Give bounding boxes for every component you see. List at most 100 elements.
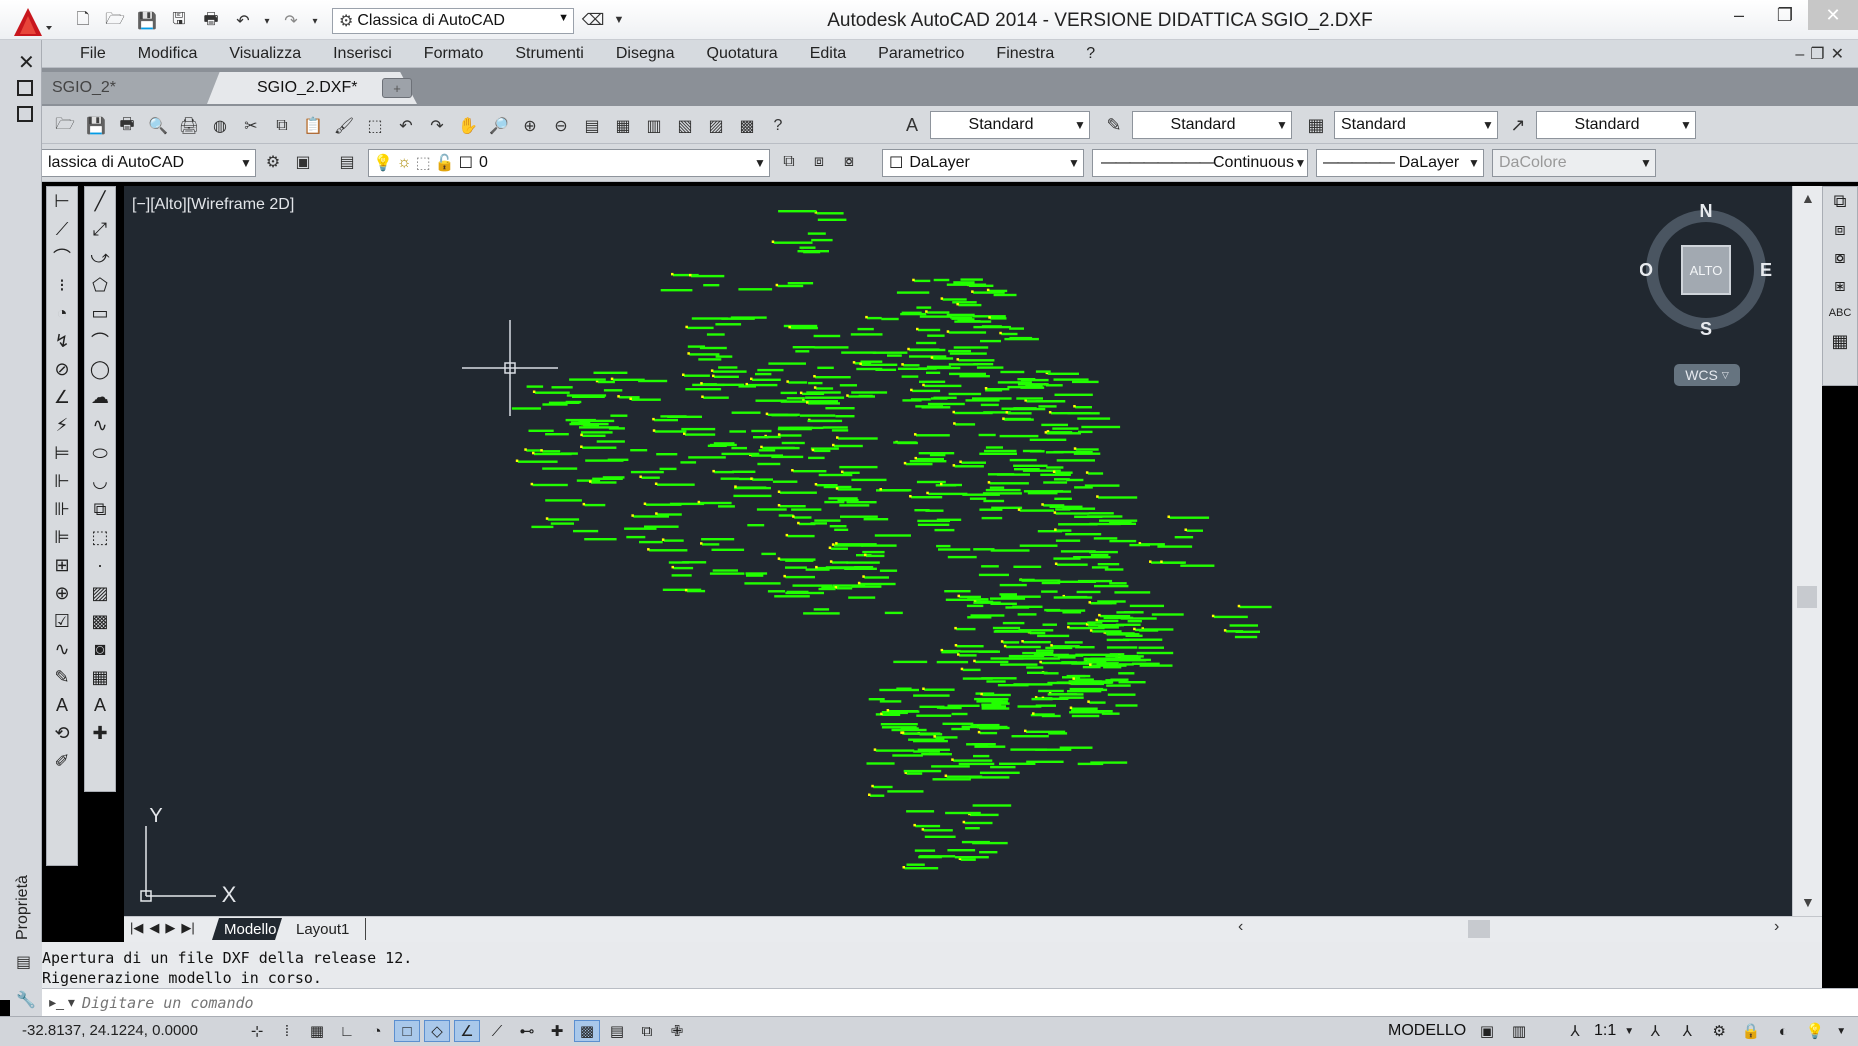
palette-close-icon[interactable]: ✕ <box>18 52 35 74</box>
vertical-scrollbar[interactable]: ▲ ▼ <box>1792 186 1822 916</box>
menu-finestra[interactable]: Finestra <box>996 44 1055 62</box>
dim-edit-icon[interactable]: ✎ <box>54 666 70 687</box>
quick-view-layouts-icon[interactable]: ▣ <box>1479 1023 1495 1040</box>
block-editor-icon[interactable]: ⬚ <box>367 118 383 135</box>
mleader-style-dropdown[interactable]: Standard ▼ <box>1536 111 1696 139</box>
open-file-icon[interactable]: 🗁 <box>105 10 125 28</box>
spline-icon[interactable]: ∿ <box>92 414 108 435</box>
table-style-dropdown[interactable]: Standard ▼ <box>1334 111 1498 139</box>
last-layout-icon[interactable]: ▶| <box>181 920 195 935</box>
make-current-layer-icon[interactable]: ⧉ <box>783 153 795 170</box>
dynamic-input-icon[interactable]: ⊷ <box>519 1023 535 1040</box>
hardware-acceleration-icon[interactable]: ◐ <box>1778 1022 1788 1040</box>
color-dropdown[interactable]: ☐ DaLayer ▼ <box>882 149 1084 177</box>
snap-mode-icon[interactable]: ⁞ <box>284 1022 290 1040</box>
point-icon[interactable]: · <box>97 554 103 575</box>
doc-restore-icon[interactable]: ❐ <box>1810 46 1831 63</box>
lineweight-dropdown[interactable]: ————— DaLayer ▼ <box>1316 149 1484 177</box>
save-as-icon[interactable]: 🖫 <box>172 10 186 28</box>
lineweight-icon[interactable]: ✚ <box>550 1023 564 1040</box>
paste-icon[interactable]: 📋 <box>303 118 323 135</box>
add-selected-icon[interactable]: ✚ <box>92 722 108 743</box>
polar-tracking-icon[interactable]: ◔ <box>372 1022 382 1040</box>
minimize-icon[interactable]: – <box>1733 4 1744 25</box>
arc-icon[interactable]: ⌒ <box>91 332 109 352</box>
angular-dim-icon[interactable]: ∠ <box>53 386 71 407</box>
command-input[interactable] <box>82 993 1482 1012</box>
status-menu-icon[interactable]: ▼ <box>1836 1025 1847 1037</box>
dynamic-ucs-icon[interactable]: ⟋ <box>491 1022 503 1040</box>
menu-edita[interactable]: Edita <box>809 44 847 62</box>
drawing-canvas[interactable] <box>124 186 1792 916</box>
properties-panel-label[interactable]: Proprietà <box>14 875 31 940</box>
jogged-dim-icon[interactable]: ↯ <box>54 330 70 351</box>
aligned-dim-icon[interactable]: ⟋ <box>55 218 69 239</box>
save-icon[interactable]: 💾 <box>86 118 106 135</box>
zoom-previous-icon[interactable]: ⊖ <box>554 118 568 135</box>
arc-length-icon[interactable]: ⌒ <box>53 248 71 268</box>
quick-view-drawings-icon[interactable]: ▥ <box>1511 1023 1527 1040</box>
circle-icon[interactable]: ◯ <box>89 358 111 379</box>
dim-style-dropdown[interactable]: Standard ▼ <box>1132 111 1292 139</box>
match-properties-icon[interactable]: 🖌 <box>333 118 355 135</box>
palette-properties-icon[interactable] <box>17 106 33 122</box>
diameter-dim-icon[interactable]: ⊘ <box>54 358 70 379</box>
workspace-switch-icon[interactable]: ⚙ <box>1712 1023 1726 1040</box>
inspection-icon[interactable]: ☑ <box>53 610 71 631</box>
menu-modifica[interactable]: Modifica <box>137 44 198 62</box>
menu-help[interactable]: ? <box>1086 44 1096 62</box>
restore-icon[interactable]: ❐ <box>1776 4 1794 25</box>
plot-preview-icon[interactable]: 🔍 <box>148 118 168 135</box>
workspace-dropdown[interactable]: ⚙ Classica di AutoCAD ▼ <box>332 8 574 34</box>
lock-ui-icon[interactable]: 🔒 <box>1741 1023 1761 1040</box>
menu-file[interactable]: File <box>80 44 106 62</box>
first-layout-icon[interactable]: |◀ <box>130 920 144 935</box>
menu-quotatura[interactable]: Quotatura <box>706 44 778 62</box>
sheet-set-icon[interactable]: ▧ <box>677 118 693 135</box>
palette-autohide-icon[interactable] <box>17 80 33 96</box>
annotation-scale-value[interactable]: 1:1 <box>1594 1022 1617 1039</box>
menu-inserisci[interactable]: Inserisci <box>333 44 392 62</box>
3d-osnap-icon[interactable]: ◇ <box>424 1020 450 1042</box>
eraser-icon[interactable]: ⌫ <box>581 12 605 29</box>
pan-icon[interactable]: ✋ <box>458 118 478 135</box>
linetype-dropdown[interactable]: ———————— Continuous ▼ <box>1092 149 1308 177</box>
doc-minimize-icon[interactable]: – <box>1795 46 1811 63</box>
tab-sgio2[interactable]: SGIO_2* <box>42 72 242 104</box>
gradient-icon[interactable]: ▩ <box>91 610 109 631</box>
tolerance-icon[interactable]: ⊞ <box>54 554 70 575</box>
scroll-down-icon[interactable]: ▼ <box>1801 894 1815 910</box>
ellipse-arc-icon[interactable]: ◡ <box>92 470 108 491</box>
vertical-scroll-thumb[interactable] <box>1797 586 1817 608</box>
ortho-icon[interactable]: ∟ <box>339 1022 355 1040</box>
chevron-down-icon[interactable]: ▼ <box>1624 1025 1635 1037</box>
menu-formato[interactable]: Formato <box>423 44 484 62</box>
zoom-realtime-icon[interactable]: 🔎 <box>489 118 509 135</box>
layer-previous-icon[interactable]: ⧈ <box>813 153 825 170</box>
open-icon[interactable]: 🗁 <box>55 115 75 133</box>
hatch-icon[interactable]: ▨ <box>91 582 109 603</box>
scroll-left-icon[interactable]: ‹ <box>1238 918 1244 935</box>
revision-cloud-icon[interactable]: ☁ <box>91 386 109 407</box>
prev-layout-icon[interactable]: ◀ <box>149 920 160 935</box>
text-style-dropdown[interactable]: Standard ▼ <box>930 111 1090 139</box>
save-icon[interactable]: 💾 <box>137 13 157 30</box>
zoom-window-icon[interactable]: ⊕ <box>523 118 537 135</box>
dim-break-icon[interactable]: ⊫ <box>54 526 70 547</box>
menu-disegna[interactable]: Disegna <box>615 44 675 62</box>
make-block-icon[interactable]: ⬚ <box>91 526 109 547</box>
cut-icon[interactable]: ✂ <box>244 118 258 135</box>
table-icon[interactable]: ▦ <box>91 666 109 687</box>
bring-above-icon[interactable]: ⧇ <box>1834 246 1846 267</box>
jogged-linear-icon[interactable]: ∿ <box>54 638 70 659</box>
layer-dropdown[interactable]: 💡 ☼ ⬚ 🔓 ☐ 0 ▼ <box>368 149 770 177</box>
send-under-icon[interactable]: ⧆ <box>1834 274 1846 295</box>
continue-dim-icon[interactable]: ⊩ <box>54 470 70 491</box>
baseline-dim-icon[interactable]: ⊨ <box>54 442 70 463</box>
workspace-dropdown-2[interactable]: lassica di AutoCAD ▼ <box>42 149 256 177</box>
polyline-icon[interactable]: ⤻ <box>90 246 110 267</box>
tab-layout1[interactable]: Layout1 <box>286 918 366 940</box>
clean-screen-icon[interactable]: ▢ <box>1854 1020 1858 1042</box>
print-icon[interactable]: 🖶 <box>203 10 219 28</box>
scroll-right-icon[interactable]: › <box>1774 918 1780 935</box>
